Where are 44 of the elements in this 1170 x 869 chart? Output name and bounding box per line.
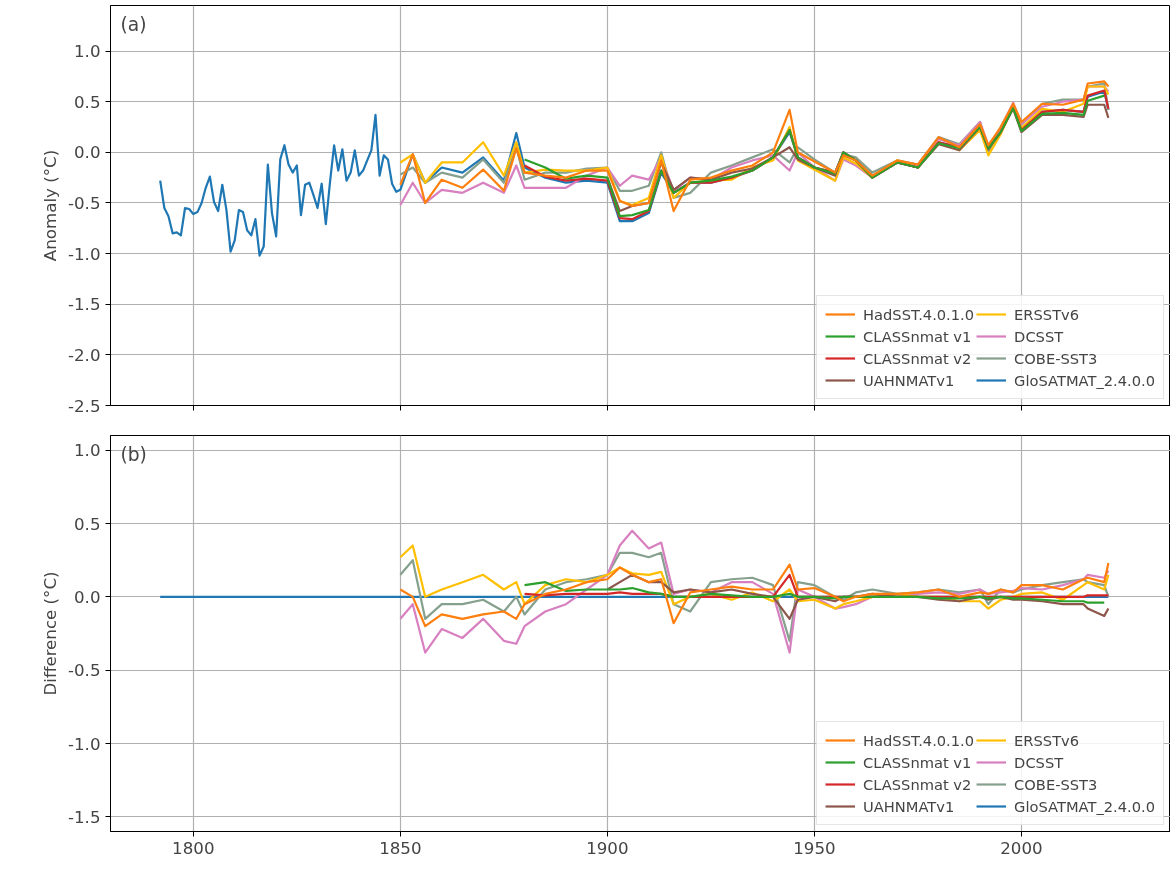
line-series	[523, 581, 1106, 604]
legend-label: CLASSnmat v1	[863, 753, 972, 771]
legend-label: CLASSnmat v2	[863, 775, 972, 793]
y-tick-label: 0.5	[74, 514, 101, 534]
legend-label: GloSATMAT_2.4.0.0	[1014, 371, 1155, 389]
y-tick-label: -1.0	[68, 734, 101, 754]
legend-label: DCSST	[1014, 753, 1064, 771]
line-series	[399, 551, 1110, 642]
y-tick-label: -1.5	[68, 295, 101, 315]
y-tick-label: 0.0	[74, 143, 101, 163]
x-tick-label: 1850	[379, 838, 422, 858]
y-tick-label: -2.0	[68, 345, 101, 365]
y-tick-label: -1.0	[68, 244, 101, 264]
legend-label: COBE-SST3	[1014, 349, 1098, 367]
legend-label: COBE-SST3	[1014, 775, 1098, 793]
legend-label: ERSSTv6	[1014, 305, 1080, 323]
legend-label: UAHNMATv1	[863, 371, 955, 389]
y-axis-title: Difference (°C)	[41, 571, 60, 696]
y-tick-label: 1.0	[74, 441, 101, 461]
y-tick-label: 0.5	[74, 92, 101, 112]
legend-label: DCSST	[1014, 327, 1064, 345]
y-tick-label: -1.5	[68, 807, 101, 827]
line-series	[399, 562, 1110, 628]
legend-label: HadSST.4.0.1.0	[863, 731, 975, 749]
y-tick-label: -0.5	[68, 193, 101, 213]
y-tick-label: 1.0	[74, 42, 101, 62]
legend-label: CLASSnmat v1	[863, 327, 972, 345]
x-tick-label: 1950	[793, 838, 836, 858]
annotation: (a)	[120, 13, 147, 35]
annotation: (b)	[120, 443, 147, 465]
legend-label: HadSST.4.0.1.0	[863, 305, 975, 323]
line-series	[399, 529, 1110, 654]
y-tick-label: -0.5	[68, 661, 101, 681]
x-tick-label: 1900	[586, 838, 629, 858]
legend-label: GloSATMAT_2.4.0.0	[1014, 797, 1155, 815]
y-tick-label: -2.5	[68, 396, 101, 416]
y-tick-label: 0.0	[74, 587, 101, 607]
legend-label: CLASSnmat v2	[863, 349, 972, 367]
x-tick-label: 1800	[172, 838, 215, 858]
legend-label: ERSSTv6	[1014, 731, 1080, 749]
legend-label: UAHNMATv1	[863, 797, 955, 815]
y-axis-title: Anomaly (°C)	[41, 149, 60, 262]
line-series	[399, 544, 1110, 610]
x-tick-label: 2000	[1000, 838, 1043, 858]
